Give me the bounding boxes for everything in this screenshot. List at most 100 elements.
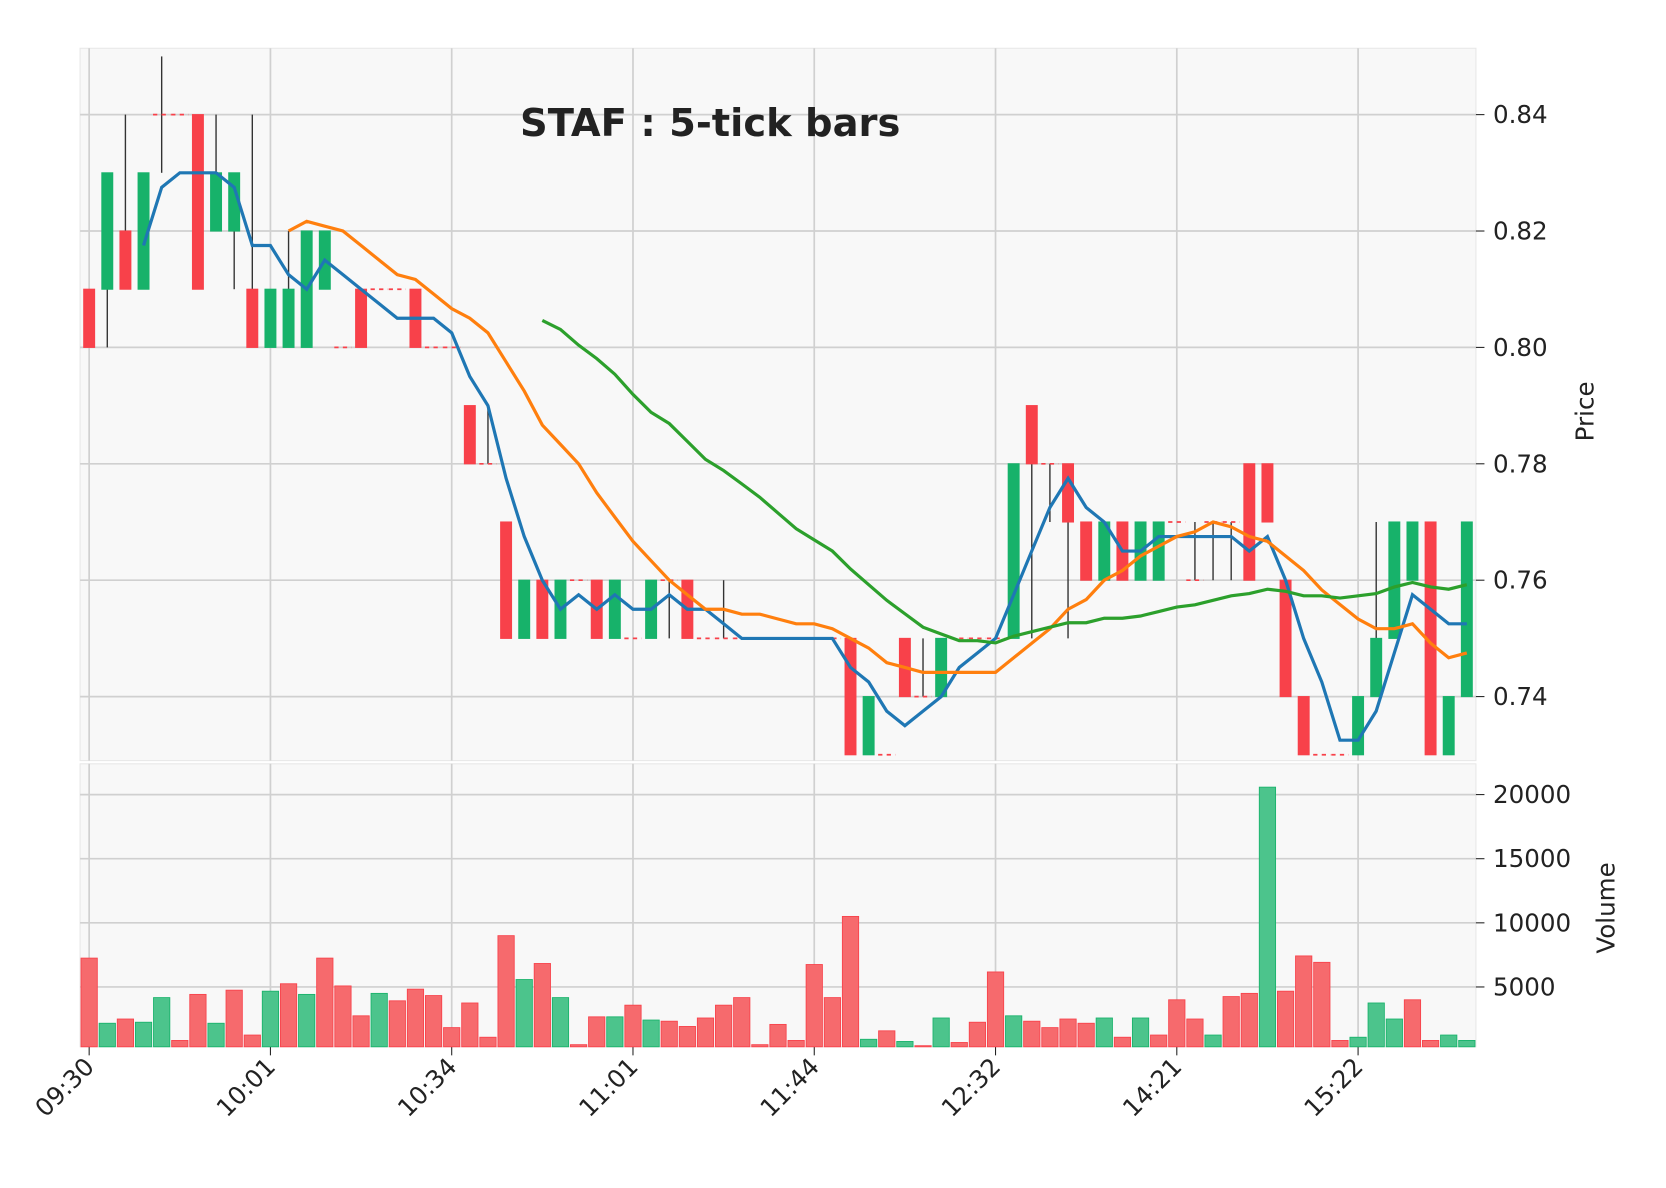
moving-average	[142, 171, 1467, 742]
volume-bar	[1295, 955, 1313, 1048]
volume-bar	[424, 995, 443, 1048]
volume-bar	[1276, 990, 1295, 1048]
volume-bar	[1005, 1015, 1023, 1048]
candle-body	[1080, 521, 1093, 581]
volume-bar	[878, 1030, 896, 1048]
volume-bar	[1458, 1040, 1476, 1048]
volume-bar	[1422, 1040, 1440, 1048]
candle-body	[119, 230, 132, 290]
candle-body	[1352, 696, 1365, 756]
candle-body	[1370, 637, 1383, 698]
volume-bar	[986, 971, 1005, 1048]
volume-bar	[606, 1016, 624, 1048]
volume-bar	[207, 1022, 225, 1048]
volume-bar	[1150, 1034, 1168, 1048]
volume-bar	[352, 1015, 370, 1048]
candle-body	[1406, 521, 1419, 581]
volume-bar	[370, 992, 388, 1048]
volume-bar	[1258, 786, 1277, 1048]
volume-bar	[1113, 1036, 1132, 1048]
volume-bar	[334, 985, 352, 1048]
volume-bar	[733, 997, 751, 1048]
price-panel	[79, 47, 1477, 762]
volume-bar	[1240, 992, 1258, 1048]
volume-bar	[479, 1036, 497, 1048]
volume-bar	[805, 964, 823, 1048]
x-tick-label: 14:21	[1117, 1052, 1188, 1123]
volume-bar	[461, 1002, 479, 1048]
volume-bar	[406, 988, 425, 1048]
volume-bar	[642, 1019, 660, 1048]
volume-bar	[225, 989, 243, 1048]
x-tick-label: 10:34	[392, 1052, 463, 1123]
y-axis-label: Price	[1570, 381, 1599, 441]
y-tick-label: 0.84	[1493, 100, 1548, 129]
candle-body	[608, 579, 621, 639]
candle-body	[1152, 521, 1165, 581]
candle-body	[1243, 463, 1256, 581]
volume-bar	[968, 1021, 986, 1048]
candle-body	[210, 172, 223, 232]
candle-body	[83, 288, 96, 348]
volume-bar	[696, 1017, 715, 1048]
volume-bar	[116, 1018, 134, 1048]
volume-bar	[189, 993, 207, 1048]
moving-average	[287, 219, 1468, 674]
volume-bar	[1331, 1040, 1349, 1048]
y-tick-label: 0.78	[1493, 449, 1548, 478]
candle-body	[1460, 521, 1473, 698]
candle-body	[463, 405, 476, 465]
volume-bar	[841, 915, 860, 1048]
volume-bar	[1186, 1018, 1204, 1048]
volume-bar	[823, 997, 841, 1048]
volume-bar	[932, 1017, 950, 1048]
y-tick-label: 0.74	[1493, 682, 1548, 711]
volume-bar	[914, 1045, 932, 1048]
candle-body	[1388, 521, 1401, 639]
x-tick-label: 10:01	[211, 1052, 282, 1123]
volume-bar	[1077, 1022, 1095, 1048]
volume-bar	[1440, 1034, 1458, 1048]
volume-bar	[515, 979, 533, 1048]
volume-bar	[1168, 999, 1186, 1048]
grid-layer	[80, 48, 1485, 1056]
candle-body	[1442, 696, 1455, 756]
volume-bar	[1385, 1018, 1403, 1048]
candle-body	[282, 288, 295, 348]
candle-body	[1297, 696, 1310, 756]
volume-bar	[1313, 961, 1331, 1048]
candle-body	[518, 579, 531, 639]
volume-bar	[298, 993, 316, 1048]
volume-bar	[551, 997, 570, 1048]
volume-bar	[715, 1004, 733, 1048]
volume-bar	[171, 1040, 189, 1048]
volume-bar	[896, 1041, 914, 1048]
y-tick-label: 0.82	[1493, 217, 1548, 246]
volume-bar	[134, 1021, 153, 1048]
volume-bar	[153, 997, 171, 1048]
volume-bar	[751, 1044, 769, 1048]
volume-bar	[1367, 1002, 1385, 1048]
volume-tick-label: 15000	[1493, 844, 1571, 873]
y-tick-label: 0.76	[1493, 566, 1548, 595]
candle-body	[191, 114, 204, 290]
candle-body	[1062, 463, 1075, 523]
candle-body	[844, 637, 857, 756]
volume-bar	[497, 935, 515, 1048]
candle-body	[1007, 463, 1020, 639]
x-tick-label: 12:32	[936, 1052, 1007, 1123]
volume-bar	[1131, 1017, 1150, 1048]
volume-bar	[1041, 1027, 1059, 1048]
volume-bar	[388, 1000, 406, 1048]
candle-body	[862, 696, 875, 756]
volume-bar	[1204, 1034, 1222, 1048]
volume-bar	[279, 983, 298, 1048]
volume-tick-label: 20000	[1493, 780, 1571, 809]
volume-bar	[660, 1020, 678, 1048]
volume-bar	[624, 1004, 642, 1048]
moving-average	[541, 319, 1468, 645]
volume-bar	[1349, 1036, 1367, 1048]
volume-axis-label: Volume	[1592, 862, 1621, 953]
